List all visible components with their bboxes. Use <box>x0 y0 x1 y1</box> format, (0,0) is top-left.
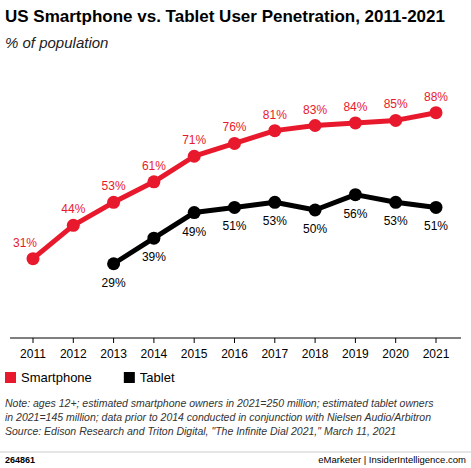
data-label: 51% <box>222 219 246 233</box>
data-label: 39% <box>142 250 166 264</box>
data-label: 84% <box>343 100 367 114</box>
series-marker <box>147 232 160 245</box>
x-tick-label: 2013 <box>100 347 127 361</box>
legend-label: Smartphone <box>21 370 92 385</box>
marks <box>27 106 443 270</box>
note: Note: ages 12+; estimated smartphone own… <box>5 397 434 409</box>
note: in 2021=145 million; data prior to 2014 … <box>5 411 431 423</box>
subtitle: % of population <box>5 34 108 51</box>
x-tick-label: 2016 <box>221 347 248 361</box>
x-tick <box>33 338 34 343</box>
chart-id: 264861 <box>5 455 35 465</box>
series-marker <box>309 119 322 132</box>
data-label: 85% <box>384 97 408 111</box>
title-line: US Smartphone vs. Tablet User Penetratio… <box>5 7 445 26</box>
x-tick-label: 2018 <box>302 347 329 361</box>
data-label: 44% <box>61 202 85 216</box>
series-marker <box>107 257 120 270</box>
chart: US Smartphone vs. Tablet User Penetratio… <box>0 0 471 468</box>
data-label: 53% <box>384 214 408 228</box>
series-marker <box>107 196 120 209</box>
series-marker <box>430 106 443 119</box>
x-tick <box>274 338 275 343</box>
series-line <box>114 195 436 264</box>
series-marker <box>309 204 322 217</box>
data-label: 50% <box>303 222 327 236</box>
data-label: 49% <box>182 225 206 239</box>
x-tick-label: 2017 <box>261 347 288 361</box>
x-tick <box>153 338 154 343</box>
legend-swatch <box>5 372 16 383</box>
x-tick-label: 2020 <box>382 347 409 361</box>
data-label: 51% <box>424 219 448 233</box>
series-marker <box>188 150 201 163</box>
legend-swatch <box>124 372 135 383</box>
data-label: 76% <box>222 120 246 134</box>
footer-rule <box>0 452 471 453</box>
x-tick-label: 2014 <box>141 347 168 361</box>
data-label: 53% <box>263 214 287 228</box>
data-label: 88% <box>424 90 448 104</box>
x-tick <box>395 338 396 343</box>
data-label: 81% <box>263 108 287 122</box>
x-axis <box>10 338 461 339</box>
x-tick <box>355 338 356 343</box>
series-marker <box>228 201 241 214</box>
series-marker <box>389 196 402 209</box>
series-marker <box>430 201 443 214</box>
series-marker <box>188 206 201 219</box>
brand: eMarketer | InsiderIntelligence.com <box>318 454 466 465</box>
x-tick <box>436 338 437 343</box>
x-tick <box>73 338 74 343</box>
x-tick <box>234 338 235 343</box>
x-tick <box>315 338 316 343</box>
x-tick-label: 2012 <box>60 347 87 361</box>
series-marker <box>27 252 40 265</box>
x-tick <box>113 338 114 343</box>
data-label: 61% <box>142 159 166 173</box>
x-tick-label: 2015 <box>181 347 208 361</box>
data-label: 53% <box>102 179 126 193</box>
data-label: 29% <box>102 276 126 290</box>
series-marker <box>228 137 241 150</box>
x-tick-label: 2021 <box>423 347 450 361</box>
data-label: 71% <box>182 133 206 147</box>
series-marker <box>268 124 281 137</box>
series-marker <box>389 114 402 127</box>
data-label: 31% <box>13 236 37 250</box>
series-marker <box>147 175 160 188</box>
note: Source: Edison Research and Triton Digit… <box>5 425 396 437</box>
series-marker <box>349 116 362 129</box>
series-line <box>33 113 436 259</box>
x-tick-label: 2019 <box>342 347 369 361</box>
data-label: 83% <box>303 103 327 117</box>
series-marker <box>268 196 281 209</box>
series-marker <box>67 219 80 232</box>
x-tick-label: 2011 <box>20 347 46 361</box>
series-marker <box>349 188 362 201</box>
x-tick <box>194 338 195 343</box>
title: US Smartphone vs. Tablet User Penetratio… <box>5 7 445 26</box>
legend-label: Tablet <box>140 370 175 385</box>
data-label: 56% <box>343 207 367 221</box>
